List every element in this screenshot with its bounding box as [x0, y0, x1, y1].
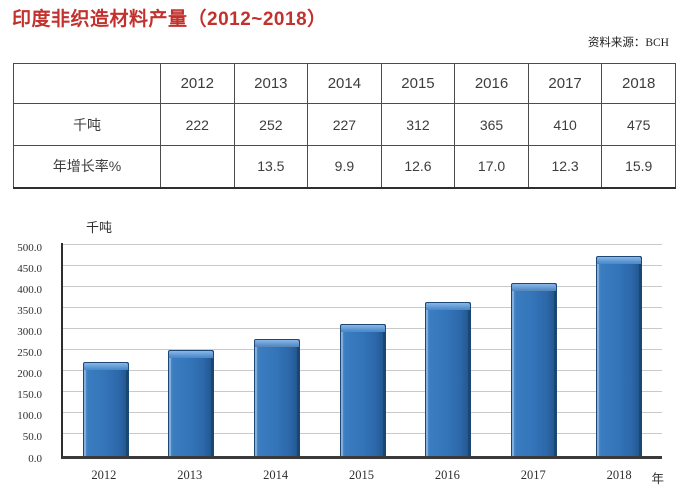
- bar-2013: [168, 349, 215, 456]
- x-axis-unit-label: 年: [651, 471, 664, 486]
- table-cell: 410: [527, 103, 603, 146]
- source-note: 资料来源：BCH: [587, 37, 669, 49]
- table-header-cell-2018: 2018: [601, 63, 676, 104]
- y-axis-tick-label: 100.0: [17, 410, 42, 423]
- x-axis-label: 2014: [263, 467, 289, 482]
- plot-grid: [61, 242, 662, 459]
- x-axis-label: 2016: [434, 467, 460, 482]
- table-cell: 227: [307, 103, 382, 146]
- row-label-growth-rate: 年增长率%: [13, 145, 161, 188]
- bar-slot: [491, 245, 577, 456]
- table-cell: 312: [380, 103, 456, 146]
- x-axis-label: 2018: [606, 467, 632, 482]
- table-header-row: 2012 2013 2014 2015 2016 2017 2018: [13, 63, 676, 104]
- y-axis-tick-label: 450.0: [17, 262, 42, 275]
- header: 印度非织造材料产量（2012~2018） 资料来源：BCH: [0, 0, 685, 50]
- bars-group: [63, 245, 662, 456]
- table-cell: 475: [601, 103, 676, 146]
- bar-2016: [425, 301, 472, 456]
- table-cell: 12.6: [380, 145, 456, 188]
- gridline: [63, 243, 662, 245]
- y-axis-tick-label: 200.0: [17, 368, 42, 381]
- bar-2015: [339, 323, 386, 456]
- x-axis-label: 2015: [349, 467, 374, 482]
- table-cell: 222: [160, 103, 235, 146]
- x-axis-label: 2017: [520, 467, 546, 482]
- x-axis-label: 2013: [177, 467, 203, 482]
- bar-slot: [320, 245, 406, 456]
- bar-slot: [234, 245, 320, 456]
- table-row-growth-rate: 年增长率% 13.5 9.9 12.6 17.0 12.3 15.9: [13, 145, 676, 188]
- y-axis-tick-label: 150.0: [17, 389, 42, 402]
- bar-2014: [253, 338, 300, 456]
- x-axis: 2012 2013 2014 2015 2016 2017 2018: [61, 462, 662, 483]
- y-axis-unit-label: 千吨: [86, 219, 113, 235]
- bar-2018: [596, 255, 643, 456]
- bar-2012: [82, 361, 129, 456]
- table-cell: 365: [454, 103, 529, 146]
- gridline: [63, 285, 662, 287]
- table-header-cell-2014: 2014: [307, 63, 382, 104]
- table-header-cell-2012: 2012: [160, 63, 235, 104]
- table-header-cell-2017: 2017: [527, 63, 603, 104]
- table-cell: 17.0: [454, 145, 529, 188]
- bar-chart: 千吨 0.0 50.0 100.0 150.0 200.0 250.0 300.0 350.0…: [0, 217, 685, 487]
- y-axis-tick-label: 500.0: [17, 241, 42, 254]
- x-axis-label: 2012: [91, 467, 117, 482]
- table-header-cell-2016: 2016: [454, 63, 529, 104]
- bar-slot: [576, 245, 662, 456]
- y-axis-tick-label: 50.0: [22, 431, 42, 444]
- table-cell: 13.5: [233, 145, 309, 188]
- bar-slot: [405, 245, 491, 456]
- y-axis-tick-label: 350.0: [17, 304, 42, 317]
- table-row-output: 千吨 222 252 227 312 365 410 475: [13, 103, 676, 146]
- y-axis: 0.0 50.0 100.0 150.0 200.0 250.0 300.0 350.0 400…: [0, 241, 52, 465]
- plot-area: 2012 2013 2014 2015 2016 2017 2018 年: [61, 242, 664, 486]
- table-cell: 252: [233, 103, 309, 146]
- table-header-cell-2015: 2015: [380, 63, 456, 104]
- page-title: 印度非织造材料产量（2012~2018）: [12, 9, 327, 30]
- table-header-cell-empty: [13, 63, 161, 104]
- data-table: 2012 2013 2014 2015 2016 2017 2018 千吨 22…: [13, 63, 676, 189]
- table-cell: 9.9: [307, 145, 382, 188]
- table-cell: 12.3: [527, 145, 603, 188]
- y-axis-tick-label: 0.0: [28, 452, 42, 465]
- table-cell: 15.9: [601, 145, 676, 188]
- y-axis-tick-label: 250.0: [17, 347, 42, 359]
- bar-slot: [63, 245, 149, 456]
- bar-slot: [149, 245, 235, 456]
- bar-2017: [510, 282, 557, 456]
- y-axis-tick-label: 300.0: [17, 325, 42, 338]
- gridline: [63, 264, 662, 266]
- table-header-cell-2013: 2013: [233, 63, 309, 104]
- y-axis-tick-label: 400.0: [17, 283, 42, 296]
- row-label-kilotons: 千吨: [13, 103, 161, 146]
- gridline: [63, 306, 662, 308]
- table-cell: [160, 145, 235, 188]
